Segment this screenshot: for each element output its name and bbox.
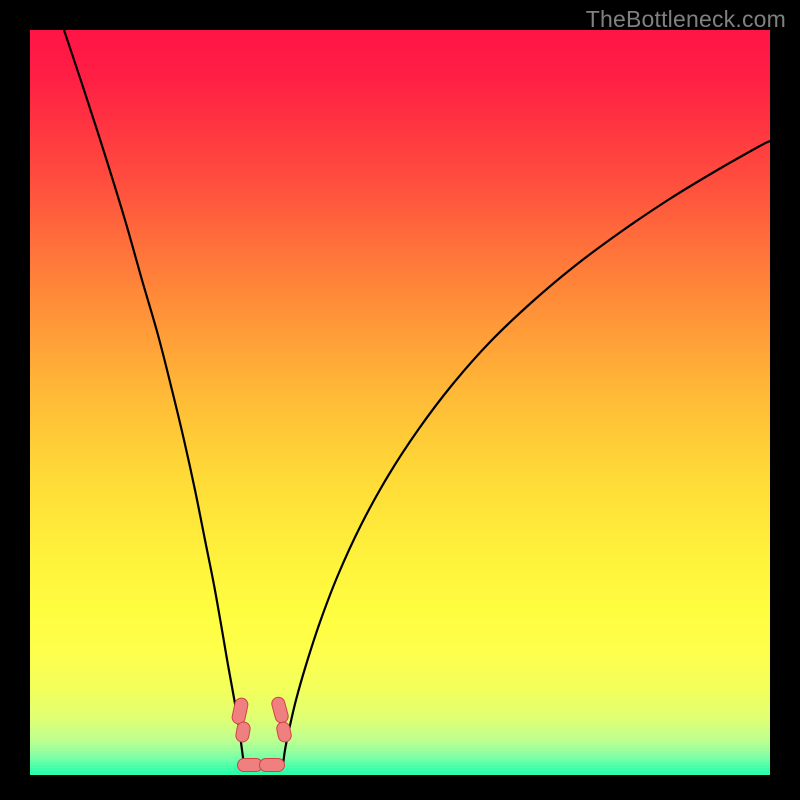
right-curve (283, 141, 770, 765)
marker-capsule (270, 696, 289, 724)
marker-capsule (235, 721, 251, 743)
plot-area (30, 30, 770, 771)
chart-root: TheBottleneck.com (0, 0, 800, 800)
watermark-text: TheBottleneck.com (586, 6, 786, 33)
left-curve (64, 30, 244, 765)
gradient-slice (30, 771, 770, 775)
marker-capsule (260, 759, 285, 772)
marker-capsule (238, 759, 263, 772)
curve-overlay (30, 30, 770, 771)
